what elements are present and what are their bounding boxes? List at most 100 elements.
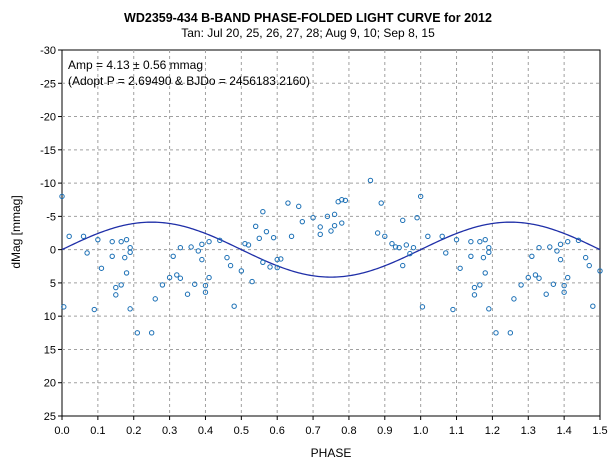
data-point: [342, 197, 349, 204]
data-point: [166, 274, 173, 281]
data-point: [471, 292, 478, 298]
data-point: [206, 274, 212, 281]
data-point: [339, 197, 345, 203]
x-tick-label: 1.3: [521, 425, 536, 437]
data-point: [109, 253, 115, 259]
data-point: [296, 203, 302, 210]
x-tick-label: 1.2: [485, 425, 500, 437]
data-point: [61, 304, 67, 310]
x-tick-label: 0.1: [90, 425, 105, 437]
data-point: [159, 282, 166, 288]
sinusoid-fit-line: [61, 221, 601, 278]
data-point: [532, 272, 539, 278]
data-point: [453, 236, 460, 243]
data-point: [177, 244, 184, 251]
data-point: [95, 236, 101, 243]
fit-curve: [61, 221, 601, 278]
data-point: [206, 238, 212, 245]
data-point: [561, 282, 567, 289]
data-point: [66, 233, 72, 240]
data-point: [378, 200, 384, 206]
data-point: [127, 306, 133, 312]
data-points: [59, 177, 603, 336]
data-point: [392, 244, 399, 250]
data-point: [148, 330, 155, 336]
data-point: [547, 244, 553, 250]
data-point: [299, 218, 306, 225]
data-point: [586, 262, 592, 269]
data-point: [565, 238, 571, 245]
y-tick-label: -5: [46, 211, 56, 223]
y-tick-label: -20: [40, 112, 56, 124]
period-annotation: (Adopt P = 2.69490 & BJDo = 2456183.2160…: [68, 74, 310, 88]
data-point: [525, 274, 531, 281]
data-point: [417, 193, 424, 200]
data-point: [407, 250, 413, 257]
data-point: [192, 281, 198, 287]
data-point: [482, 236, 488, 243]
data-point: [590, 303, 596, 309]
x-tick-label: 1.0: [413, 425, 428, 437]
x-tick-label: 0.9: [377, 425, 392, 437]
data-point: [249, 278, 255, 285]
data-point: [113, 284, 119, 291]
data-point: [493, 330, 499, 336]
data-point: [317, 224, 323, 230]
data-point: [536, 275, 542, 281]
x-tick-label: 0.8: [341, 425, 356, 437]
data-point: [238, 268, 245, 274]
data-point: [468, 238, 474, 245]
y-tick-label: 0: [50, 245, 56, 257]
data-point: [529, 253, 535, 259]
y-tick-label: -25: [40, 78, 56, 90]
data-point: [575, 237, 582, 244]
data-point: [339, 220, 345, 226]
data-point: [118, 238, 124, 245]
data-point: [199, 256, 205, 263]
data-point: [123, 270, 130, 276]
data-point: [260, 209, 266, 215]
data-point: [410, 244, 417, 251]
data-point: [543, 291, 549, 297]
data-point: [267, 264, 273, 270]
data-point: [457, 265, 463, 271]
data-point: [557, 241, 564, 248]
data-point: [84, 250, 90, 256]
data-point: [367, 177, 374, 184]
data-point: [122, 254, 128, 261]
data-point: [118, 282, 124, 288]
x-tick-label: 0.2: [126, 425, 141, 437]
data-point: [170, 253, 176, 259]
data-point: [324, 213, 331, 220]
x-axis-label: PHASE: [311, 446, 352, 460]
data-point: [439, 233, 445, 240]
data-point: [554, 248, 560, 254]
data-point: [468, 253, 474, 259]
data-point: [59, 193, 65, 200]
data-point: [217, 237, 223, 244]
y-axis-label: dMag [mmag]: [9, 195, 23, 268]
data-point: [134, 330, 141, 336]
data-point: [471, 284, 478, 291]
data-point: [113, 292, 119, 298]
data-point: [199, 241, 205, 248]
y-tick-label: 25: [44, 411, 56, 423]
data-point: [80, 233, 87, 240]
data-point: [561, 289, 567, 295]
data-point: [278, 256, 284, 262]
data-point: [231, 303, 237, 309]
data-point: [486, 306, 492, 312]
data-point: [310, 214, 316, 221]
data-point: [565, 274, 571, 281]
data-point: [174, 272, 180, 278]
data-point: [260, 259, 266, 265]
x-tick-label: 0.5: [234, 425, 249, 437]
data-point: [414, 214, 420, 221]
data-point: [550, 281, 557, 287]
amplitude-annotation: Amp = 4.13 ± 0.56 mmag: [68, 58, 203, 72]
data-point: [536, 244, 542, 251]
data-point: [382, 233, 388, 240]
data-point: [477, 238, 483, 245]
data-point: [331, 222, 338, 229]
